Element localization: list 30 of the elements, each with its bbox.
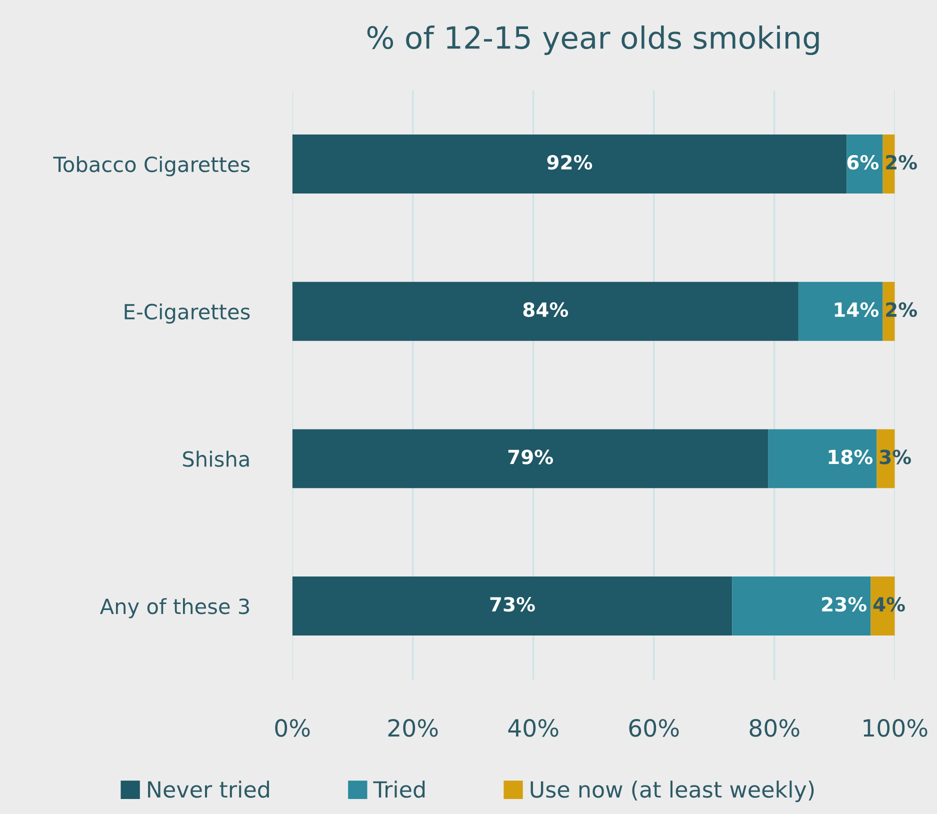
bar [292, 134, 847, 194]
data-label: 23% [822, 596, 866, 612]
x-tick-label: 40% [508, 718, 558, 737]
x-tick-label: 80% [750, 718, 800, 737]
x-tick-label: 100% [864, 718, 928, 737]
y-tick-label: Tobacco Cigarettes [53, 156, 250, 176]
data-label: 84% [523, 302, 568, 317]
bar [846, 134, 883, 194]
x-tick-label: 60% [629, 718, 679, 737]
data-label: 73% [490, 596, 535, 612]
y-tick-label: E-Cigarettes [124, 303, 250, 324]
bar [292, 576, 732, 636]
data-label: 92% [547, 154, 592, 170]
bar [798, 282, 883, 341]
legend-label: Never tried [148, 780, 269, 798]
data-label: 18% [828, 450, 873, 464]
legend-label: Tried [373, 780, 425, 798]
chart-title: % of 12-15 year olds smoking [367, 25, 819, 56]
x-tick-label: 0% [275, 718, 310, 737]
y-tick-label: Any of these 3 [100, 598, 250, 618]
bar [292, 429, 768, 488]
data-label: 79% [508, 450, 553, 464]
data-label: 6% [847, 154, 879, 170]
bar [732, 576, 871, 636]
x-tick-label: 20% [388, 718, 438, 737]
bar [292, 282, 798, 341]
legend-label: Use now (at least weekly) [530, 780, 814, 802]
data-label: 14% [834, 302, 879, 317]
bar [768, 429, 877, 488]
y-tick-label: Shisha [183, 450, 249, 467]
